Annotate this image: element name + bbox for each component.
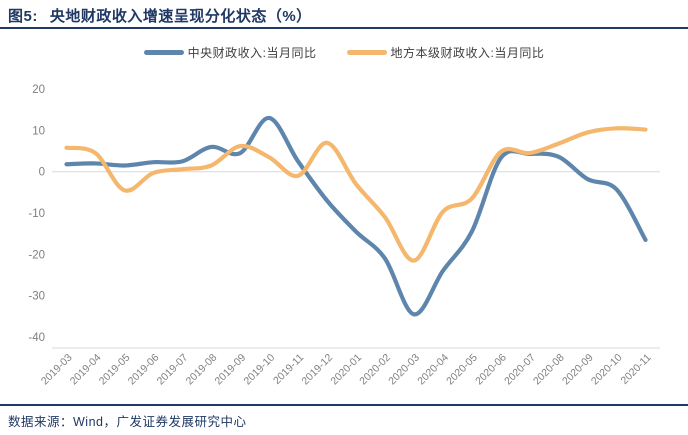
figure-number: 图5: [8, 8, 38, 25]
x-tick-label: 2019-07 [155, 352, 191, 388]
x-tick-label: 2020-07 [502, 352, 538, 388]
x-tick-label: 2020-11 [618, 352, 653, 387]
series-line-local [64, 126, 648, 263]
x-tick-label: 2020-01 [328, 352, 364, 388]
y-tick-label: -30 [28, 291, 45, 303]
chart-legend: 中央财政收入:当月同比 地方本级财政收入:当月同比 [0, 44, 688, 61]
x-tick-label: 2019-06 [126, 352, 162, 388]
x-tick-label: 2019-05 [97, 352, 133, 388]
x-tick-label: 2020-06 [473, 352, 509, 388]
legend-item-local: 地方本级财政收入:当月同比 [346, 44, 545, 61]
x-tick-label: 2019-10 [242, 352, 278, 388]
legend-line-swatch-local [346, 50, 387, 55]
y-tick-label: 0 [39, 167, 45, 179]
x-tick-label: 2019-12 [299, 352, 335, 388]
data-source: 数据来源：Wind，广发证券发展研究中心 [8, 415, 247, 429]
y-tick-label: -20 [28, 249, 45, 261]
y-tick-label: -40 [28, 332, 45, 344]
figure-title: 图5: 央地财政收入增速呈现分化状态（%） [8, 5, 680, 26]
x-tick-label: 2019-09 [213, 352, 249, 388]
x-tick-label: 2020-09 [560, 352, 596, 388]
footer-divider [0, 404, 688, 406]
x-tick-label: 2019-08 [184, 352, 220, 388]
x-tick-label: 2020-05 [444, 352, 480, 388]
x-tick-label: 2020-02 [357, 352, 393, 388]
y-tick-label: 20 [32, 84, 45, 96]
x-tick-label: 2020-03 [386, 352, 422, 388]
legend-label-central: 中央财政收入:当月同比 [187, 46, 317, 60]
x-tick-label: 2020-04 [415, 352, 451, 388]
series-line-central [64, 115, 648, 317]
legend-label-local: 地方本级财政收入:当月同比 [390, 46, 545, 60]
x-tick-label: 2019-04 [68, 352, 104, 388]
x-tick-label: 2019-03 [39, 352, 75, 388]
x-tick-label: 2020-08 [531, 352, 567, 388]
figure-title-text: 央地财政收入增速呈现分化状态（%） [49, 8, 312, 25]
y-tick-label: 10 [32, 125, 45, 137]
legend-line-swatch-central [143, 50, 184, 55]
x-tick-label: 2020-10 [589, 352, 625, 388]
y-tick-label: -10 [28, 208, 45, 220]
legend-item-central: 中央财政收入:当月同比 [143, 44, 317, 61]
title-divider [0, 27, 688, 29]
